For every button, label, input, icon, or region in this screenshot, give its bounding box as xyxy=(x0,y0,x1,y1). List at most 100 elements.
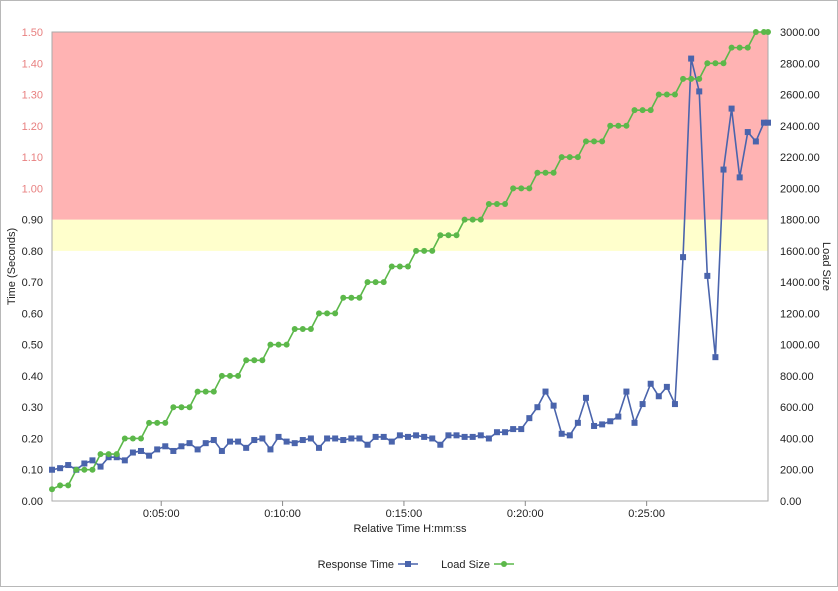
data-point-response-time xyxy=(534,404,541,411)
data-point-load-size xyxy=(550,169,557,176)
data-point-load-size xyxy=(663,91,670,98)
data-point-load-size xyxy=(186,404,193,411)
legend-swatch-marker xyxy=(501,561,507,567)
legend-label-load-size: Load Size xyxy=(441,559,490,571)
data-point-response-time xyxy=(655,393,662,400)
data-point-load-size xyxy=(534,169,541,176)
y-right-tick-label: 400.00 xyxy=(780,433,814,445)
data-point-load-size xyxy=(712,60,719,67)
data-point-load-size xyxy=(510,185,517,192)
y-left-tick-label: 0.70 xyxy=(22,277,43,289)
data-point-response-time xyxy=(421,433,428,440)
data-point-response-time xyxy=(542,388,549,395)
data-point-load-size xyxy=(728,44,735,51)
data-point-load-size xyxy=(502,200,509,207)
y-left-tick-label: 0.90 xyxy=(22,215,43,227)
threshold-band-0 xyxy=(52,219,768,251)
y-left-tick-label: 1.10 xyxy=(22,152,43,164)
y-left-tick-label: 0.60 xyxy=(22,308,43,320)
legend-label-response-time: Response Time xyxy=(318,559,394,571)
y-right-tick-label: 2800.00 xyxy=(780,58,820,70)
data-point-response-time xyxy=(493,429,500,436)
data-point-response-time xyxy=(324,435,331,442)
data-point-response-time xyxy=(113,454,120,461)
threshold-band-1 xyxy=(52,32,768,220)
data-point-response-time xyxy=(283,438,290,445)
data-point-response-time xyxy=(453,432,460,439)
data-point-response-time xyxy=(202,440,209,447)
y-right-tick-label: 800.00 xyxy=(780,371,814,383)
data-point-load-size xyxy=(81,466,88,473)
x-axis-label: Relative Time H:mm:ss xyxy=(353,523,467,535)
data-point-response-time xyxy=(502,429,509,436)
data-point-load-size xyxy=(324,310,331,317)
data-point-load-size xyxy=(283,341,290,348)
data-point-response-time xyxy=(396,432,403,439)
data-point-response-time xyxy=(752,138,759,145)
data-point-load-size xyxy=(57,482,64,489)
data-point-load-size xyxy=(526,185,533,192)
data-point-response-time xyxy=(477,432,484,439)
data-point-response-time xyxy=(413,432,420,439)
data-point-load-size xyxy=(315,310,322,317)
data-point-load-size xyxy=(477,216,484,223)
legend: Response Time Load Size xyxy=(318,559,514,571)
data-point-load-size xyxy=(210,388,217,395)
data-point-load-size xyxy=(485,200,492,207)
data-point-load-size xyxy=(105,451,112,458)
x-tick-label: 0:05:00 xyxy=(143,508,180,520)
data-point-load-size xyxy=(129,435,136,442)
data-point-response-time xyxy=(226,438,233,445)
data-point-response-time xyxy=(437,441,444,448)
data-point-response-time xyxy=(712,354,719,361)
data-point-response-time xyxy=(680,254,687,261)
data-point-load-size xyxy=(558,154,565,161)
data-point-response-time xyxy=(146,452,153,459)
data-point-load-size xyxy=(235,372,242,379)
data-point-load-size xyxy=(623,122,630,129)
data-point-load-size xyxy=(380,279,387,286)
y-right-tick-label: 2600.00 xyxy=(780,90,820,102)
data-point-response-time xyxy=(728,105,735,112)
y-left-tick-label: 0.50 xyxy=(22,340,43,352)
data-point-response-time xyxy=(591,422,598,429)
data-point-response-time xyxy=(760,119,767,126)
data-point-response-time xyxy=(688,55,695,62)
data-point-load-size xyxy=(647,107,654,114)
data-point-load-size xyxy=(655,91,662,98)
y-right-tick-label: 600.00 xyxy=(780,402,814,414)
data-point-load-size xyxy=(299,326,306,333)
y-left-tick-label: 0.30 xyxy=(22,402,43,414)
data-point-load-size xyxy=(566,154,573,161)
y-left-tick-label: 1.20 xyxy=(22,121,43,133)
y-left-tick-label: 0.20 xyxy=(22,433,43,445)
data-point-response-time xyxy=(65,462,72,469)
data-point-response-time xyxy=(178,443,185,450)
data-point-response-time xyxy=(218,447,225,454)
data-point-load-size xyxy=(752,29,759,35)
data-point-load-size xyxy=(162,419,169,426)
data-point-load-size xyxy=(291,326,298,333)
y-right-tick-label: 2400.00 xyxy=(780,121,820,133)
data-point-load-size xyxy=(332,310,339,317)
data-point-response-time xyxy=(550,402,557,409)
y-right-tick-label: 1400.00 xyxy=(780,277,820,289)
data-point-load-size xyxy=(194,388,201,395)
data-point-response-time xyxy=(607,418,614,425)
y-right-tick-label: 1600.00 xyxy=(780,246,820,258)
data-point-load-size xyxy=(493,200,500,207)
data-point-load-size xyxy=(275,341,282,348)
data-point-response-time xyxy=(388,438,395,445)
data-point-load-size xyxy=(113,451,120,458)
data-point-load-size xyxy=(154,419,161,426)
data-point-response-time xyxy=(210,437,217,444)
plot-area xyxy=(51,31,769,502)
data-point-load-size xyxy=(218,372,225,379)
data-point-response-time xyxy=(744,129,751,136)
data-point-response-time xyxy=(251,437,258,444)
data-point-load-size xyxy=(259,357,266,364)
data-point-response-time xyxy=(380,433,387,440)
data-point-load-size xyxy=(89,466,96,473)
